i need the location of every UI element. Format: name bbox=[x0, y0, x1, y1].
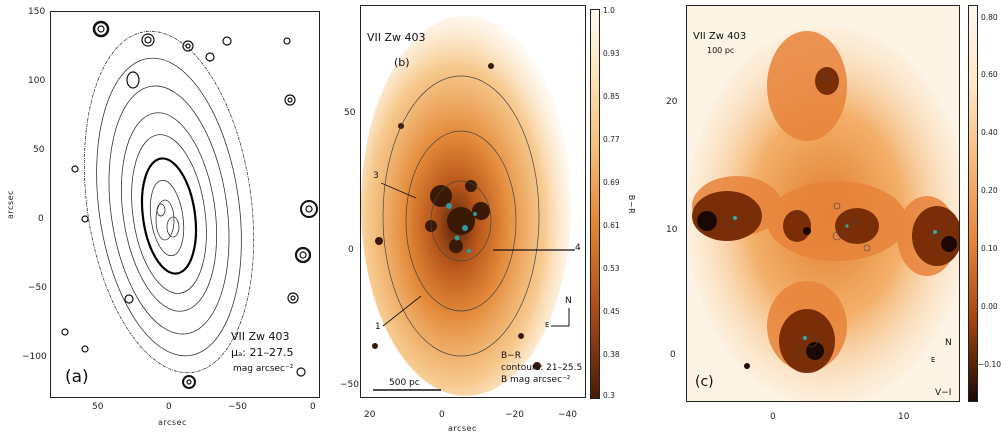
xtick: 50 bbox=[92, 402, 104, 412]
compass-n: N bbox=[565, 296, 572, 306]
xtick: 0 bbox=[166, 402, 172, 412]
panel-b-units: B mag arcsec⁻² bbox=[501, 375, 571, 385]
panel-c-letter: (c) bbox=[695, 374, 714, 390]
label-1: 1 bbox=[375, 322, 381, 332]
ytick: 100 bbox=[28, 76, 46, 86]
ytick: −50 bbox=[28, 283, 47, 293]
label-3: 3 bbox=[373, 171, 379, 181]
cbar-tick: 0.45 bbox=[603, 307, 620, 316]
cbar-tick: 0.00 bbox=[981, 302, 998, 311]
compass-e: E bbox=[545, 321, 550, 329]
color-map bbox=[361, 16, 575, 396]
panel-c-colorbar bbox=[968, 5, 978, 402]
cbar-tick: 0.20 bbox=[981, 186, 998, 195]
xtick: −20 bbox=[505, 410, 524, 420]
panel-a-units: mag arcsec⁻² bbox=[233, 364, 294, 374]
cbar-tick: 0.3 bbox=[603, 391, 615, 400]
contour-map bbox=[61, 20, 318, 389]
ytick: 0 bbox=[670, 350, 676, 360]
panel-c: 20 10 0 bbox=[660, 0, 1008, 436]
panel-b-plot: VII Zw 403 (b) 3 4 1 N E B−R contours: 2… bbox=[360, 5, 586, 398]
cbar-tick: 0.40 bbox=[981, 128, 998, 137]
xtick: 0 bbox=[310, 402, 316, 412]
panel-a: arcsec 150 100 50 0 −50 −100 bbox=[0, 0, 330, 436]
xtick: 10 bbox=[898, 412, 910, 422]
cbar-tick: 0.80 bbox=[981, 13, 998, 22]
panel-b-band: B−R bbox=[501, 351, 521, 361]
xtick: 0 bbox=[770, 412, 776, 422]
panel-a-mu: μₐ: 21–27.5 bbox=[231, 346, 294, 359]
panel-a-plot: (a) VII Zw 403 μₐ: 21–27.5 mag arcsec⁻² bbox=[50, 11, 320, 398]
panel-b-xlabel: arcsec bbox=[448, 424, 477, 433]
ytick: 50 bbox=[344, 108, 356, 118]
scalebar-label: 500 pc bbox=[389, 378, 420, 388]
ytick: 10 bbox=[666, 225, 678, 235]
compass-n: N bbox=[945, 338, 952, 348]
cbar-tick: 0.61 bbox=[603, 221, 620, 230]
cbar-tick: 0.53 bbox=[603, 264, 620, 273]
panel-b-galaxy-name: VII Zw 403 bbox=[367, 31, 426, 44]
ytick: 0 bbox=[38, 214, 44, 224]
cbar-tick: 0.38 bbox=[603, 350, 620, 359]
xtick: −40 bbox=[558, 410, 577, 420]
panel-a-xlabel: arcsec bbox=[158, 418, 187, 427]
cbar-tick: 0.60 bbox=[981, 70, 998, 79]
compass-e: E bbox=[931, 356, 936, 364]
cbar-tick: −0.10 bbox=[978, 360, 1001, 369]
cbar-tick: 0.93 bbox=[603, 49, 620, 58]
label-4: 4 bbox=[575, 243, 581, 253]
ytick: −50 bbox=[340, 380, 359, 390]
panel-a-ylabel: arcsec bbox=[5, 190, 15, 219]
cbar-tick: 1.0 bbox=[603, 6, 615, 15]
cbar-tick: 0.69 bbox=[603, 178, 620, 187]
ytick: 0 bbox=[348, 245, 354, 255]
panel-a-letter: (a) bbox=[65, 367, 89, 387]
xtick: 0 bbox=[439, 410, 445, 420]
panel-c-band: V−I bbox=[935, 388, 952, 398]
panel-b-contours: contours: 21–25.5 bbox=[501, 363, 583, 373]
panel-c-plot: VII Zw 403 100 pc (c) N E V−I bbox=[686, 5, 960, 402]
ytick: −100 bbox=[22, 352, 47, 362]
cbar-tick: 0.85 bbox=[603, 92, 620, 101]
cbar-label: B−R bbox=[627, 194, 637, 215]
cbar-tick: 0.77 bbox=[603, 135, 620, 144]
color-map bbox=[687, 6, 959, 401]
panel-a-galaxy-name: VII Zw 403 bbox=[231, 330, 290, 343]
xtick: −50 bbox=[228, 402, 247, 412]
xtick: 20 bbox=[364, 410, 376, 420]
panel-c-sub: 100 pc bbox=[707, 46, 735, 55]
ytick: 50 bbox=[33, 145, 45, 155]
ytick: 150 bbox=[28, 7, 46, 17]
ytick: 20 bbox=[666, 97, 678, 107]
panel-b-letter: (b) bbox=[394, 56, 410, 69]
panel-b: 50 0 −50 bbox=[330, 0, 660, 436]
cbar-tick: 0.10 bbox=[981, 244, 998, 253]
panel-c-galaxy-name: VII Zw 403 bbox=[693, 31, 747, 42]
panel-b-colorbar bbox=[590, 9, 600, 399]
